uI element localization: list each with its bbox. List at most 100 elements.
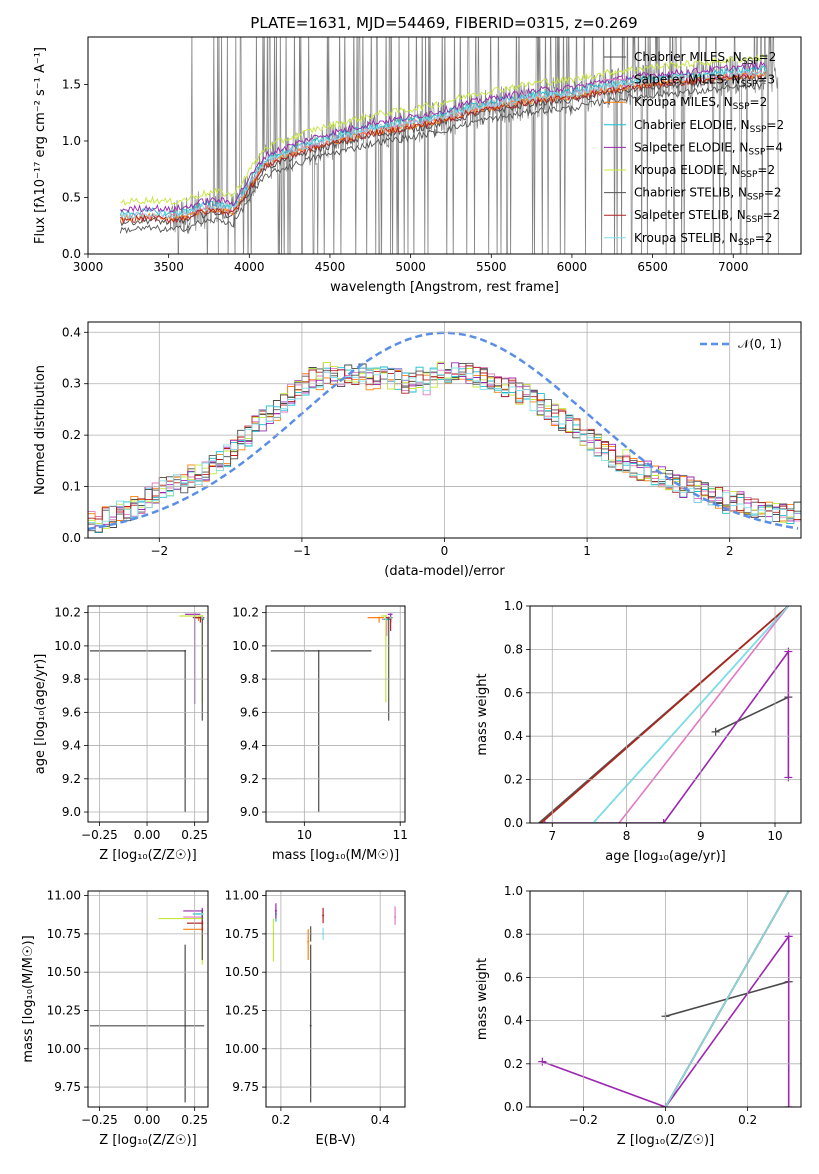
y-tick-label: 10.50 [47,965,81,979]
axes-massweight-vs-Z: −0.2 0.0 0.2 0.0 0.2 0.4 0.6 0.8 1.0 Z [log₁₀(Z/Z… [475,884,802,1148]
data-point-0 [184,649,187,652]
x-tick-label: 8 [623,829,631,843]
plus-marker-0 [711,727,720,736]
data-point-5 [384,614,387,617]
x-axis-label: E(B-V) [315,1133,355,1148]
axes-mass-vs-EBV: 0.2 0.4 9.75 10.00 10.25 10.50 10.75 11.00 E(B-V… [225,889,406,1148]
x-tick-label: 10 [297,828,312,842]
x-tick-label: −0.25 [81,1113,118,1127]
y-tick-label: 9.4 [62,739,81,753]
y-tick-label: 0.0 [504,1100,523,1114]
plus-marker-4 [784,773,793,782]
weight-line-7 [540,606,789,823]
y-tick-label: 10.75 [225,927,259,941]
plot-area [272,903,397,1103]
x-tick-label: 6500 [637,260,668,274]
x-tick-label: 0 [441,544,449,558]
y-axis-label: mass weight [475,958,490,1040]
data-point-5 [201,614,204,617]
plus-marker-4 [784,1103,793,1107]
y-axis-label: Flux [fλ10⁻¹⁷ erg cm⁻² s⁻¹ A⁻¹] [33,47,48,244]
data-point-8 [201,912,204,915]
gaussian-curve [88,331,799,531]
legend-label-3: Chabrier ELODIE, NSSP=2 [634,118,784,135]
y-tick-label: 9.4 [240,739,259,753]
y-tick-label: 10.00 [47,1042,81,1056]
y-tick-label: 9.2 [240,772,259,786]
x-tick-label: 1 [583,544,591,558]
y-tick-label: 0.4 [62,325,81,339]
plot-area [270,613,393,813]
plus-marker-4 [659,819,668,823]
x-axis-label: (data-model)/error [384,564,505,579]
data-point-1 [394,916,397,919]
axes-frame [87,321,802,539]
data-point-2 [378,616,381,619]
axes-residuals: −2 −1 0 1 2 0.0 0.1 0.2 0.3 0.4 (data-model)/error… [33,321,802,579]
x-tick-label: 7 [548,829,556,843]
data-point-0 [184,1024,187,1027]
data-point-2 [307,940,310,943]
x-tick-label: 0.4 [371,1113,390,1127]
plus-marker-4 [784,647,793,656]
axes-frame [87,36,802,255]
y-tick-label: 9.0 [240,805,259,819]
y-tick-label: 9.8 [240,672,259,686]
model-spectrum-0 [119,74,766,227]
x-tick-label: 4000 [234,260,265,274]
x-tick-label: 0.00 [134,828,161,842]
y-tick-label: 0.0 [504,816,523,830]
weight-line-4 [544,649,790,823]
y-tick-label: 10.25 [47,1003,81,1017]
y-tick-label: 10.2 [232,606,259,620]
axes-spectrum: 3000 3500 4000 4500 5000 5500 6000 6500 7000 0.0 0… [33,36,802,295]
x-tick-label: −0.25 [81,828,118,842]
plot-area [538,891,793,1107]
plot-area [538,606,793,823]
y-tick-label: 0.0 [62,531,81,545]
x-tick-label: 0.0 [656,1113,675,1127]
legend-label-1: Salpeter MILES, NSSP=3 [634,73,775,90]
x-axis-label: Z [log₁₀(Z/Z☉)] [99,1133,196,1148]
x-axis-label: Z [log₁₀(Z/Z☉)] [99,848,196,863]
figure-title: PLATE=1631, MJD=54469, FIBERID=0315, z=0… [250,14,637,32]
x-tick-label: 0.25 [181,828,208,842]
y-tick-label: 0.2 [504,1057,523,1071]
weight-line-8 [664,891,790,1107]
data-point-7 [322,914,325,917]
x-tick-label: 11 [393,828,408,842]
y-tick-label: 9.75 [54,1080,81,1094]
model-spectrum-5 [120,53,766,206]
y-tick-label: 10.2 [54,606,81,620]
axes-mass-vs-Z: −0.25 0.00 0.25 9.75 10.00 10.25 10.50 10.75 11.… [21,889,209,1148]
y-tick-label: 0.4 [504,729,523,743]
data-point-7 [199,616,202,619]
x-tick-label: 9 [697,829,705,843]
axes-frame [87,605,209,823]
x-axis-label: age [log₁₀(age/yr)] [605,849,726,864]
y-tick-label: 0.2 [62,428,81,442]
data-point-0 [309,1024,312,1027]
y-tick-label: 11.00 [47,889,81,903]
y-tick-label: 0.6 [504,686,523,700]
x-tick-label: 0.25 [181,1113,208,1127]
x-axis-label: Z [log₁₀(Z/Z☉)] [617,1133,714,1148]
x-tick-label: 5500 [476,260,507,274]
weight-line-4 [542,933,790,1107]
y-axis-label: mass weight [475,673,490,755]
axes-frame [265,890,406,1108]
x-tick-label: 5000 [395,260,426,274]
axes-frame [265,605,406,823]
y-tick-label: 10.0 [232,639,259,653]
legend-label-gaussian: 𝒩(0, 1) [738,337,782,351]
plot-area [119,37,779,254]
y-tick-label: 10.50 [225,965,259,979]
legend-label-7: Salpeter STELIB, NSSP=2 [634,208,780,225]
axes-massweight-vs-age: 7 8 9 10 0.0 0.2 0.4 0.6 0.8 1.0 age [log₁₀(age/yr… [475,599,802,864]
legend-label-0: Chabrier MILES, NSSP=2 [634,50,776,67]
data-point-4 [389,613,392,616]
legend-label-5: Kroupa ELODIE, NSSP=2 [634,163,775,180]
y-tick-label: 11.00 [225,889,259,903]
